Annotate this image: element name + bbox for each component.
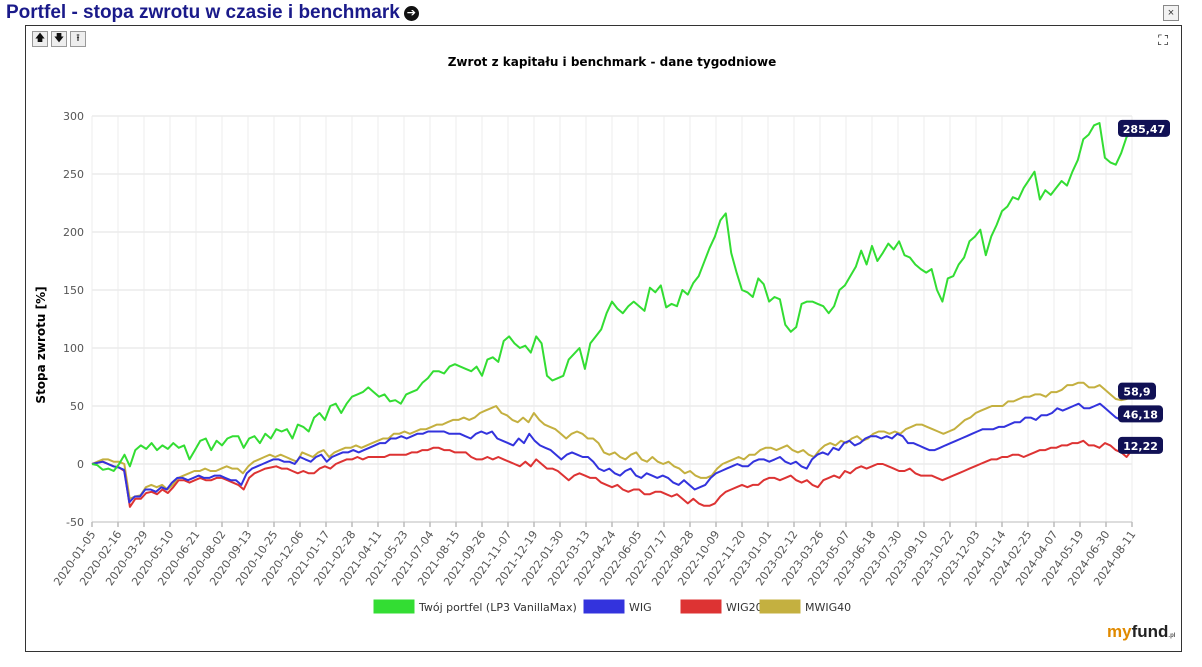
title-bar: Portfel - stopa zwrotu w czasie i benchm… bbox=[0, 0, 1202, 26]
legend-label[interactable]: MWIG40 bbox=[805, 601, 851, 614]
end-value-badge bbox=[1118, 436, 1163, 454]
y-axis-title: Stopa zwrotu [%] bbox=[34, 286, 48, 403]
end-value-badge bbox=[1118, 119, 1170, 137]
legend-swatch[interactable] bbox=[583, 599, 625, 614]
series-line-wig[interactable] bbox=[91, 402, 1133, 504]
end-value-label: 285,47 bbox=[1123, 123, 1165, 136]
series-line-mwig40[interactable] bbox=[91, 381, 1133, 500]
end-value-badge bbox=[1118, 405, 1163, 423]
legend-label[interactable]: WIG20 bbox=[726, 601, 763, 614]
y-tick-label: 200 bbox=[63, 226, 84, 239]
end-value-label: 58,9 bbox=[1123, 386, 1150, 399]
logo-fund: fund bbox=[1131, 622, 1169, 641]
y-tick-label: 0 bbox=[77, 458, 84, 471]
y-tick-label: 300 bbox=[63, 110, 84, 123]
legend-label[interactable]: WIG bbox=[629, 601, 652, 614]
close-button[interactable]: × bbox=[1163, 5, 1179, 21]
move-down-button[interactable]: 🡇 bbox=[51, 31, 67, 47]
end-value-label: 46,18 bbox=[1123, 408, 1158, 421]
legend-swatch[interactable] bbox=[680, 599, 722, 614]
series-line-tw-j-portfel-lp3-vanillamax-[interactable] bbox=[91, 122, 1133, 472]
y-tick-label: -50 bbox=[66, 516, 84, 529]
move-up-button[interactable]: 🡅 bbox=[32, 31, 48, 47]
legend-swatch[interactable] bbox=[759, 599, 801, 614]
y-tick-label: 100 bbox=[63, 342, 84, 355]
legend-label[interactable]: Twój portfel (LP3 VanillaMax) bbox=[418, 601, 577, 614]
page-title: Portfel - stopa zwrotu w czasie i benchm… bbox=[6, 2, 419, 24]
chart-title: Zwrot z kapitału i benchmark - dane tygo… bbox=[448, 55, 777, 69]
legend-swatch[interactable] bbox=[373, 599, 415, 614]
end-value-label: 12,22 bbox=[1123, 440, 1158, 453]
logo-my: my bbox=[1107, 622, 1132, 641]
logo-pl: .pl bbox=[1168, 633, 1176, 639]
end-value-badge bbox=[1118, 382, 1156, 400]
y-tick-label: 250 bbox=[63, 168, 84, 181]
series-line-wig20[interactable] bbox=[91, 439, 1133, 508]
myfund-logo: myfund.pl bbox=[1107, 622, 1175, 642]
chart-panel: 🡅 🡇 ⭱ ⛶ myfund.pl bbox=[25, 25, 1182, 652]
y-tick-label: 50 bbox=[70, 400, 84, 413]
page-title-text: Portfel - stopa zwrotu w czasie i benchm… bbox=[6, 2, 400, 23]
move-top-button[interactable]: ⭱ bbox=[70, 31, 86, 47]
circle-arrow-right-icon[interactable]: ➔ bbox=[403, 6, 419, 21]
expand-arrows-icon[interactable]: ⛶ bbox=[1158, 32, 1168, 48]
y-tick-label: 150 bbox=[63, 284, 84, 297]
